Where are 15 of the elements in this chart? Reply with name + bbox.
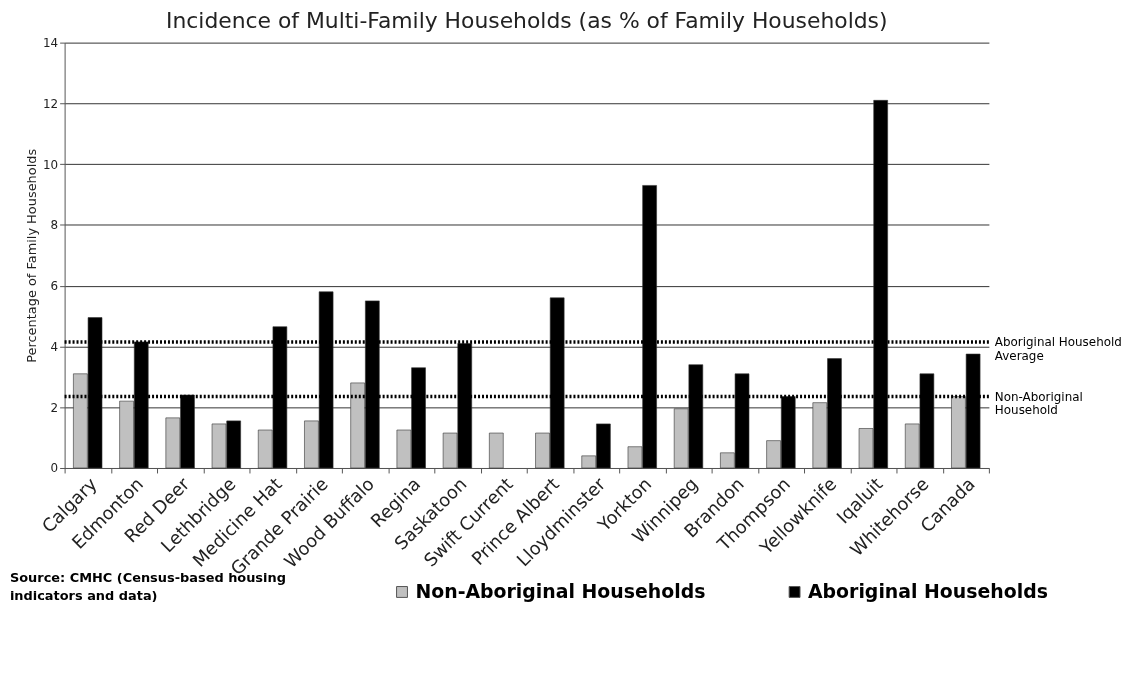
ref-line-label: Aboriginal Household Average [994,334,1122,363]
legend-label: Non-Aboriginal Households [415,579,706,602]
legend-label: Aboriginal Households [808,579,1048,602]
y-tick-label: 2 [50,400,59,415]
ref-line-label: Non-Aboriginal Household [994,389,1083,418]
y-tick-label: 10 [42,157,59,172]
y-tick-label: 4 [50,339,59,354]
bar [489,432,504,469]
chart-title: Incidence of Multi-Family Households (as % of Family Households) [165,7,888,33]
y-tick-label: 6 [50,279,59,294]
y-tick-label: 0 [50,461,59,476]
y-tick-label: 12 [42,96,59,111]
y-tick-label: 8 [50,218,59,233]
y-axis-title: Percentage of Family Households [24,148,40,363]
y-tick-label: 14 [42,36,59,51]
